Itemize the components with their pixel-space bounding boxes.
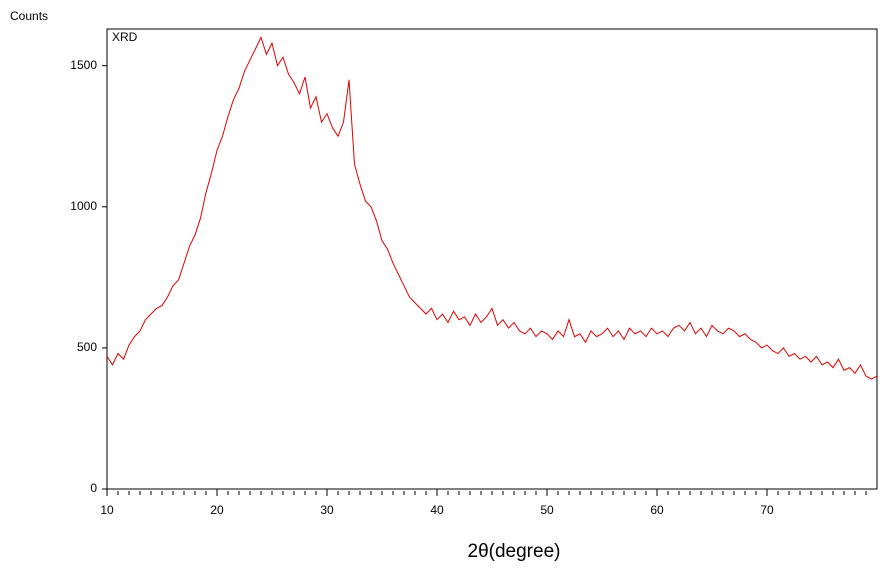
x-tick-label: 70 bbox=[760, 503, 774, 517]
y-axis-label: Counts bbox=[10, 9, 48, 23]
y-tick-label: 500 bbox=[77, 340, 97, 354]
x-tick-label: 20 bbox=[210, 503, 224, 517]
data-line bbox=[106, 36, 878, 380]
x-axis-label: 2θ(degree) bbox=[468, 541, 561, 562]
annotation: XRD bbox=[112, 30, 138, 44]
y-tick-label: 1000 bbox=[70, 199, 97, 213]
y-tick-label: 1500 bbox=[70, 58, 97, 72]
x-tick-label: 40 bbox=[430, 503, 444, 517]
y-tick-label: 0 bbox=[90, 481, 97, 495]
plot-frame bbox=[106, 28, 878, 490]
x-tick-label: 10 bbox=[100, 503, 114, 517]
x-tick-label: 30 bbox=[320, 503, 334, 517]
x-tick-label: 60 bbox=[650, 503, 664, 517]
x-tick-label: 50 bbox=[540, 503, 554, 517]
